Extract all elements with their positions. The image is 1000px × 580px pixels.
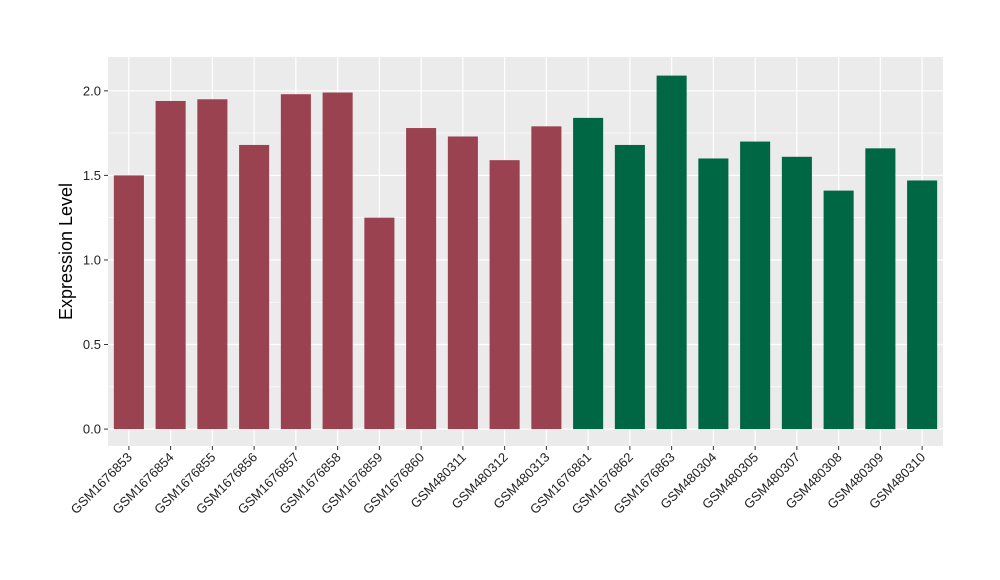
bar-GSM1676856 (239, 144, 270, 430)
y-axis-title: Expression Level (56, 183, 76, 320)
bar-GSM1676860 (406, 128, 437, 430)
y-tick-label: 1.5 (83, 168, 101, 183)
bar-GSM480311 (447, 136, 478, 430)
y-tick-label: 2.0 (83, 83, 101, 98)
bar-GSM480313 (531, 126, 562, 430)
bar-GSM1676861 (573, 117, 604, 430)
bar-GSM480310 (907, 180, 938, 430)
plot-panel (108, 57, 943, 446)
bar-GSM480312 (489, 160, 520, 430)
y-axis: 0.0 0.5 1.0 1.5 2.0 (83, 83, 108, 437)
bar-GSM1676863 (656, 75, 687, 430)
x-axis: GSM1676853GSM1676854GSM1676855GSM1676856… (68, 446, 928, 517)
bars (113, 75, 938, 430)
bar-GSM480307 (781, 156, 812, 430)
bar-GSM480304 (698, 158, 729, 430)
y-tick-label: 0.5 (83, 337, 101, 352)
bar-GSM1676859 (364, 217, 395, 430)
bar-GSM1676854 (155, 100, 186, 430)
bar-GSM1676862 (614, 144, 645, 430)
bar-GSM1676855 (197, 99, 228, 430)
bar-GSM480305 (740, 141, 771, 430)
bar-GSM1676857 (280, 94, 311, 430)
bar-GSM480309 (865, 148, 896, 430)
y-tick-label: 0.0 (83, 422, 101, 437)
bar-GSM1676858 (322, 92, 353, 430)
y-tick-label: 1.0 (83, 252, 101, 267)
bar-GSM480308 (823, 190, 854, 430)
bar-GSM1676853 (113, 175, 144, 430)
